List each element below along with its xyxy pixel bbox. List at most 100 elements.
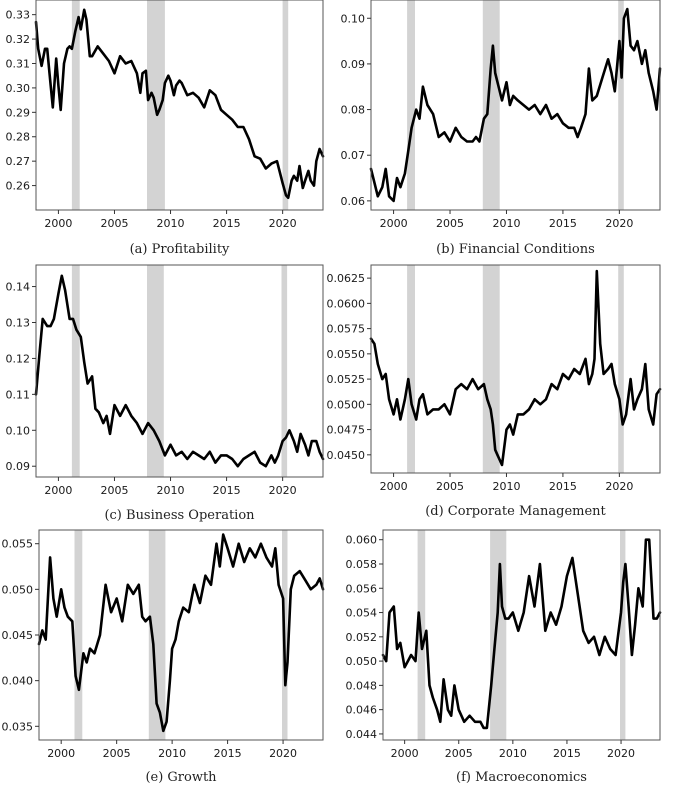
y-tick-label: 0.07 [341, 149, 366, 162]
y-tick-label: 0.11 [6, 388, 31, 401]
data-point [220, 109, 222, 111]
data-point [83, 361, 86, 363]
data-point [645, 538, 647, 541]
data-point [175, 84, 178, 87]
chart-caption: (e) Growth [145, 770, 217, 785]
chart-caption: (a) Profitability [130, 242, 230, 257]
y-tick-label: 0.30 [6, 82, 31, 95]
data-point [270, 162, 273, 165]
data-point [560, 605, 563, 608]
data-point [284, 684, 287, 687]
data-point [49, 325, 52, 327]
data-point [509, 104, 511, 106]
data-point [447, 708, 449, 711]
x-tick-label: 2020 [605, 217, 633, 230]
data-point [197, 454, 200, 457]
data-point [655, 393, 658, 396]
data-point [477, 388, 480, 391]
data-point [573, 126, 576, 129]
data-point [432, 113, 434, 115]
data-point [396, 648, 398, 650]
data-point [618, 398, 621, 401]
x-tick-label: 2010 [499, 747, 527, 760]
data-point [113, 404, 116, 406]
data-point [102, 422, 105, 424]
data-point [407, 660, 409, 662]
data-point [41, 629, 44, 632]
chart-caption: (b) Financial Conditions [436, 242, 595, 257]
data-point [426, 413, 429, 416]
data-point [169, 679, 171, 682]
data-point [388, 611, 391, 614]
data-point [130, 60, 133, 62]
data-point [457, 708, 460, 711]
x-tick-label: 2015 [549, 217, 577, 230]
x-tick-label: 2005 [103, 747, 131, 760]
data-point [52, 597, 55, 600]
data-point [210, 583, 212, 586]
data-point [162, 730, 165, 732]
data-point [307, 454, 310, 457]
data-point [629, 378, 632, 380]
data-point [68, 318, 71, 320]
data-point [384, 168, 387, 170]
data-point [471, 140, 474, 143]
chart-caption: (f) Macroeconomics [456, 770, 587, 785]
data-point [505, 428, 508, 431]
data-point [203, 458, 206, 460]
data-point [641, 605, 644, 608]
y-tick-label: 0.13 [6, 316, 31, 329]
x-tick-label: 2010 [157, 484, 185, 497]
recession-band [407, 0, 415, 210]
x-tick-label: 2000 [47, 747, 75, 760]
data-point [607, 368, 609, 370]
data-point [588, 67, 590, 70]
data-point [418, 117, 421, 120]
data-point [89, 647, 91, 650]
y-tick-label: 0.046 [346, 704, 378, 717]
y-tick-label: 0.09 [341, 58, 366, 71]
data-point [167, 74, 170, 77]
data-point [493, 648, 496, 650]
recession-band [490, 530, 507, 740]
data-point [533, 104, 536, 106]
data-point [264, 167, 267, 170]
data-point [549, 611, 552, 614]
y-tick-label: 0.0525 [327, 373, 366, 386]
data-point [417, 611, 420, 614]
data-point [310, 440, 313, 442]
data-point [59, 109, 62, 111]
data-point [421, 648, 423, 650]
data-point [287, 196, 290, 199]
data-point [109, 433, 111, 435]
data-point [483, 117, 485, 120]
data-point [136, 422, 138, 424]
data-point [318, 450, 321, 453]
data-point [214, 94, 217, 97]
data-point [443, 403, 446, 406]
data-point [304, 443, 306, 446]
data-point [496, 611, 499, 614]
data-point [74, 675, 77, 677]
data-point [437, 408, 440, 411]
data-point [171, 647, 174, 650]
data-point [449, 140, 451, 143]
data-point [652, 90, 655, 93]
data-point [593, 635, 595, 638]
data-point [110, 611, 112, 614]
data-point [496, 453, 499, 456]
data-point [270, 454, 273, 457]
data-point [633, 49, 635, 52]
y-tick-label: 0.040 [2, 675, 34, 688]
chart-panel-2: 2000 2005 2010 2015 2020 0.06 0.07 0.08 0.09 0.10… [341, 0, 662, 257]
data-point [214, 461, 217, 464]
data-point [180, 82, 183, 84]
data-point [428, 684, 431, 687]
recession-band [71, 265, 80, 477]
data-point [422, 393, 424, 396]
data-point [289, 588, 292, 591]
y-tick-label: 0.054 [346, 607, 378, 620]
axes-frame [35, 264, 324, 478]
x-tick-label: 2000 [380, 480, 408, 493]
